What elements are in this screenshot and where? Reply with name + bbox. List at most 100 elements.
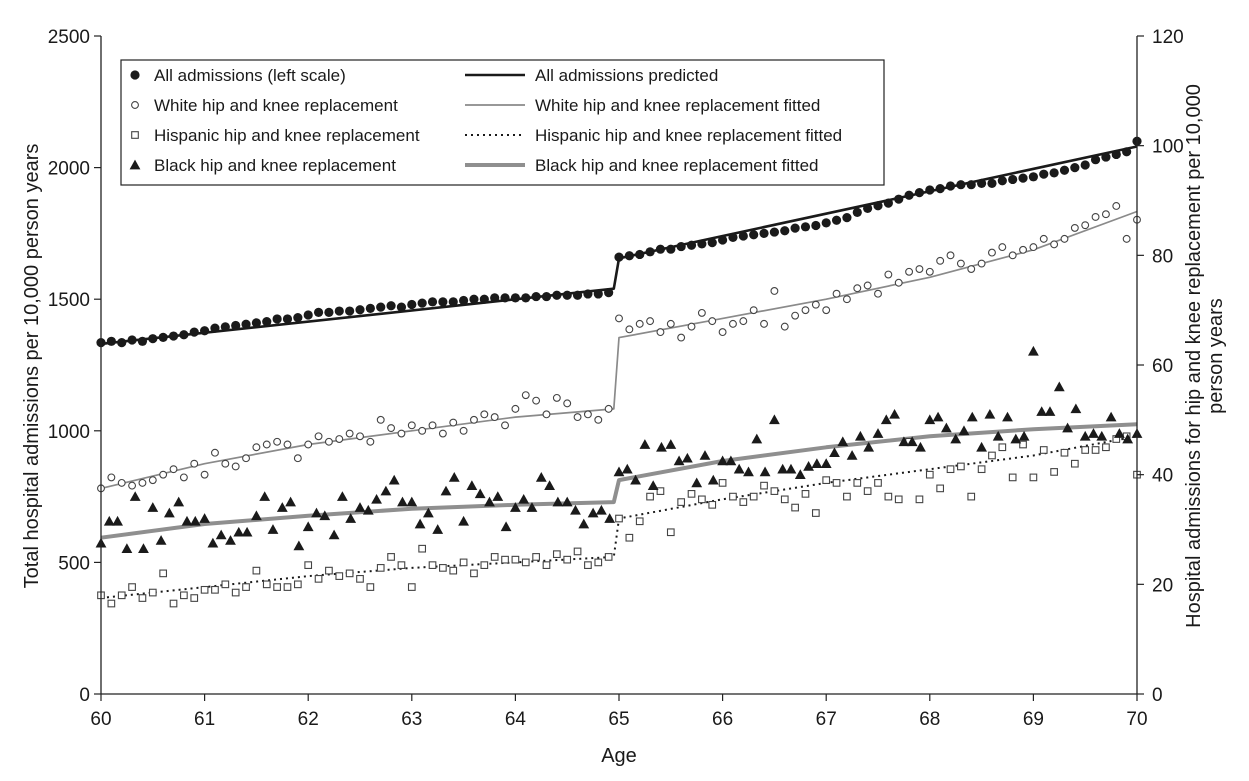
black-hip-and-knee-replacement-point	[966, 411, 978, 422]
white-hip-and-knee-replacement-point	[615, 314, 623, 323]
black-hip-and-knee-replacement-point	[837, 436, 849, 447]
white-hip-and-knee-replacement-point	[407, 421, 416, 430]
all-admissions-left-scale-point	[293, 313, 303, 323]
white-hip-and-knee-replacement-point	[780, 322, 789, 331]
white-hip-and-knee-replacement-point	[148, 476, 157, 485]
hispanic-hip-and-knee-replacement-point	[666, 528, 675, 537]
hispanic-hip-and-knee-replacement-point	[718, 479, 727, 487]
legend-label: Black hip and knee replacement	[154, 156, 396, 175]
black-hip-and-knee-replacement-point	[199, 513, 210, 523]
black-hip-and-knee-replacement-point	[354, 502, 366, 512]
all-admissions-left-scale-point	[572, 290, 583, 300]
all-admissions-left-scale-point	[904, 190, 914, 200]
black-hip-and-knee-replacement-point	[458, 515, 469, 526]
all-admissions-left-scale-point	[168, 331, 179, 341]
hispanic-hip-and-knee-replacement-point	[967, 492, 976, 501]
legend-label: White hip and knee replacement	[154, 96, 398, 115]
all-admissions-left-scale-point	[987, 178, 997, 188]
white-hip-and-knee-replacement-point	[283, 440, 292, 449]
black-hip-and-knee-replacement-point	[535, 472, 547, 482]
black-hip-and-knee-replacement-point	[1122, 433, 1134, 444]
black-hip-and-knee-replacement-point	[880, 414, 892, 425]
hispanic-hip-and-knee-replacement-point	[304, 561, 313, 569]
hispanic-hip-and-knee-replacement-point	[936, 484, 945, 493]
all-admissions-left-scale-point	[966, 180, 976, 190]
white-hip-and-knee-replacement-point	[1091, 213, 1100, 221]
all-admissions-left-scale-point	[479, 294, 489, 304]
black-hip-and-knee-replacement-point	[794, 469, 806, 479]
black-hip-and-knee-replacement-point	[138, 543, 149, 554]
all-admissions-left-scale-point	[438, 297, 448, 307]
black-hip-and-knee-replacement-point	[1079, 430, 1091, 441]
all-admissions-left-scale-point	[697, 239, 707, 249]
legend-item-hispanic-hip-and-knee-replacement-fitted: Hispanic hip and knee replacement fitted	[465, 126, 842, 145]
hispanic-hip-and-knee-replacement-point	[780, 495, 789, 504]
black-hip-and-knee-replacement-point	[1062, 422, 1073, 433]
black-hip-and-knee-replacement-point	[544, 480, 555, 490]
black-hip-and-knee-replacement-point	[112, 515, 123, 526]
left-y-tick-label: 2500	[48, 27, 90, 48]
black-hip-and-knee-replacement-point	[820, 458, 832, 469]
all-admissions-left-scale-point	[303, 310, 313, 320]
black-hip-and-knee-replacement-point	[552, 496, 564, 507]
hispanic-hip-and-knee-replacement-point	[273, 583, 281, 591]
hispanic-hip-and-knee-replacement-point	[314, 574, 323, 583]
legend-marker	[129, 159, 141, 170]
hispanic-hip-and-knee-replacement-point	[449, 566, 458, 575]
hispanic-hip-and-knee-replacement-point	[490, 553, 499, 561]
all-admissions-left-scale-point	[417, 298, 427, 308]
all-admissions-left-scale-point	[997, 176, 1007, 186]
right-y-tick-label: 0	[1152, 685, 1163, 706]
hispanic-hip-and-knee-replacement-point	[615, 514, 623, 523]
white-hip-and-knee-replacement-point	[459, 426, 468, 435]
black-hip-and-knee-replacement-point	[707, 474, 719, 485]
hispanic-hip-and-knee-replacement-point	[366, 583, 375, 591]
white-hip-and-knee-replacement-point	[822, 306, 831, 315]
black-hip-and-knee-replacement-point	[147, 502, 159, 512]
all-admissions-left-scale-point	[282, 314, 293, 324]
all-admissions-left-scale-point	[272, 314, 282, 324]
black-hip-and-knee-replacement-point	[251, 510, 262, 521]
hispanic-hip-and-knee-replacement-point	[397, 561, 406, 569]
all-admissions-left-scale-series	[96, 136, 1142, 348]
black-hip-and-knee-replacement-point	[681, 452, 693, 463]
hispanic-hip-and-knee-replacement-point	[1081, 446, 1090, 454]
hispanic-hip-and-knee-replacement-point	[988, 451, 996, 460]
white-hip-and-knee-replacement-point	[811, 300, 820, 309]
x-tick-label: 67	[816, 709, 837, 730]
hispanic-hip-and-knee-replacement-point	[190, 594, 199, 602]
all-admissions-left-scale-point	[945, 181, 956, 191]
hispanic-hip-and-knee-replacement-point	[584, 561, 592, 569]
left-y-tick-label: 1000	[48, 422, 90, 443]
black-hip-and-knee-replacement-point	[578, 518, 590, 529]
white-hip-and-knee-replacement-point	[1029, 243, 1038, 252]
white-hip-and-knee-replacement-point	[666, 319, 675, 328]
black-hip-and-knee-replacement-point	[474, 488, 486, 499]
white-hip-and-knee-replacement-point	[428, 421, 437, 430]
white-hip-and-knee-replacement-point	[687, 322, 696, 331]
black-hip-and-knee-replacement-point	[1044, 406, 1056, 416]
hispanic-hip-and-knee-replacement-point	[894, 495, 903, 504]
all-admissions-left-scale-point	[604, 288, 614, 298]
all-admissions-left-scale-point	[376, 302, 386, 312]
x-tick-label: 62	[298, 709, 319, 730]
white-hip-and-knee-replacement-point	[314, 432, 323, 441]
black-hip-and-knee-replacement-point	[1028, 345, 1039, 356]
x-tick-label: 64	[505, 709, 527, 730]
hispanic-hip-and-knee-replacement-point	[687, 490, 696, 498]
hispanic-hip-and-knee-replacement-point	[573, 547, 582, 556]
x-tick-label: 65	[608, 709, 629, 730]
black-hip-and-knee-replacement-point	[863, 441, 875, 452]
all-admissions-left-scale-point	[210, 323, 220, 333]
hispanic-hip-and-knee-replacement-point	[542, 561, 551, 569]
legend-label: White hip and knee replacement fitted	[535, 96, 820, 115]
white-hip-and-knee-replacement-point	[221, 459, 230, 468]
all-admissions-left-scale-point	[148, 334, 158, 344]
black-hip-and-knee-replacement-point	[388, 474, 400, 485]
black-hip-and-knee-replacement-point	[1105, 411, 1117, 422]
hispanic-hip-and-knee-replacement-point	[843, 492, 851, 501]
hispanic-hip-and-knee-replacement-point	[915, 495, 924, 504]
black-hip-and-knee-replacement-point	[526, 502, 538, 512]
black-hip-and-knee-replacement-point	[1002, 411, 1013, 422]
